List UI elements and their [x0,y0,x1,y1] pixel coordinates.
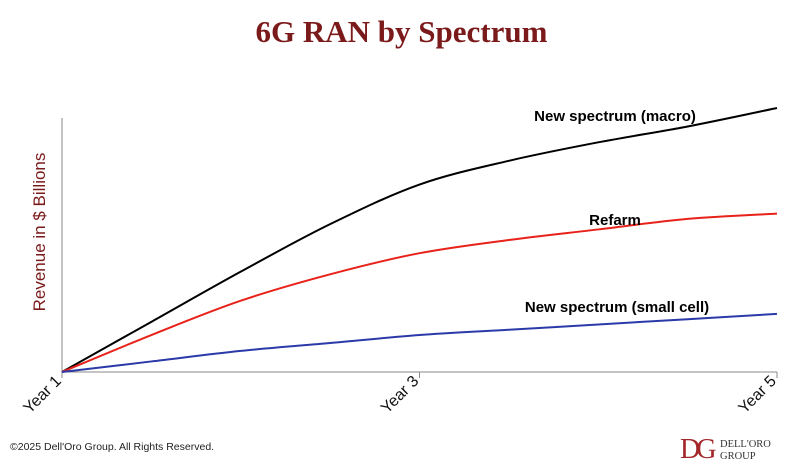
logo-mark: DG [680,434,717,465]
logo-line-2: GROUP [720,451,756,462]
logo-line-1: DELL'ORO [720,439,771,450]
series-line-0 [61,107,778,373]
series-label-2: New spectrum (small cell) [525,299,709,316]
x-tick-label: Year 3 [378,373,422,417]
series-line-1 [61,212,778,373]
series-label-1: Refarm [589,212,641,229]
logo-text: DELL'ORO GROUP [720,439,771,463]
copyright-text: ©2025 Dell'Oro Group. All Rights Reserve… [10,441,215,453]
x-tick-label: Year 1 [21,373,65,417]
chart-axes [61,118,778,378]
series-label-0: New spectrum (macro) [534,108,696,125]
delloro-logo: DG DELL'ORO GROUP [680,436,800,466]
chart-title: 6G RAN by Spectrum [255,14,548,49]
series-line-2 [61,312,778,373]
x-tick-labels: Year 1 Year 3 Year 5 [21,373,780,417]
y-axis-label: Revenue in $ Billions [30,152,49,312]
series-labels: New spectrum (macro) Refarm New spectrum (… [525,108,709,316]
series-lines [61,107,778,373]
x-tick-label: Year 5 [736,373,780,417]
